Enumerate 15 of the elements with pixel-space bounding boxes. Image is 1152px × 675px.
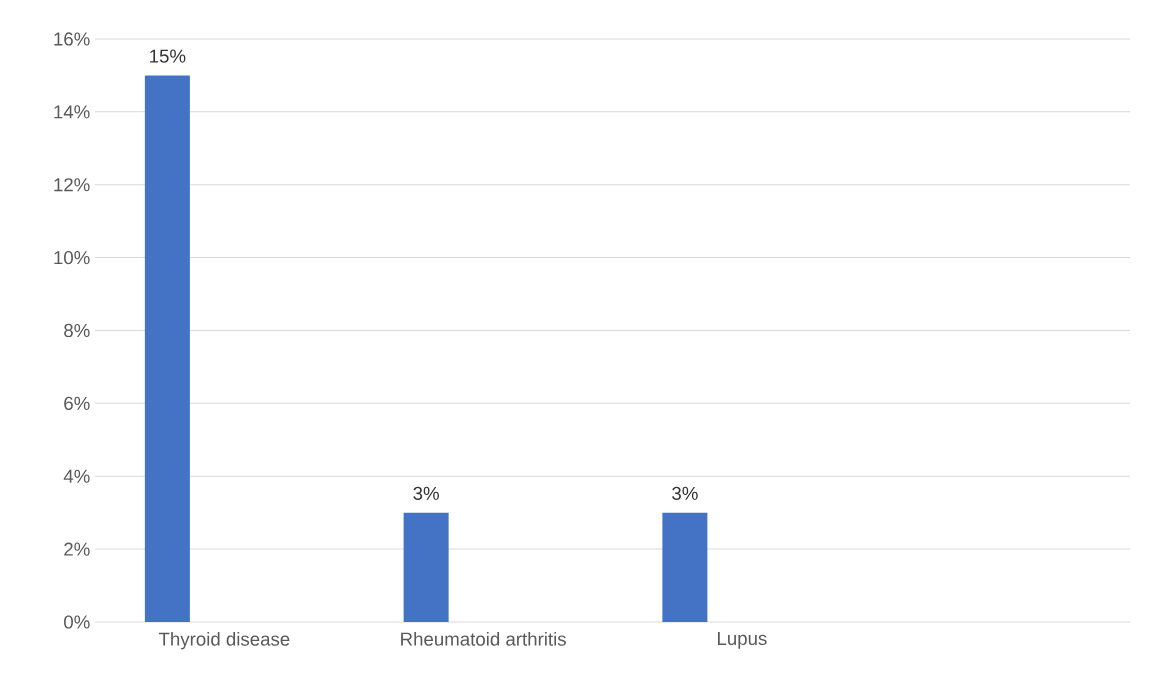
data-label: 3% bbox=[672, 486, 698, 500]
x-tick-label: Lupus bbox=[717, 632, 767, 649]
y-tick-label: 14% bbox=[54, 105, 90, 119]
y-tick-label: 16% bbox=[54, 32, 90, 46]
y-tick-label: 6% bbox=[64, 396, 90, 410]
y-tick-label: 2% bbox=[64, 542, 90, 556]
y-tick-label: 0% bbox=[64, 615, 90, 629]
y-tick-label: 12% bbox=[54, 178, 90, 192]
data-label: 3% bbox=[413, 486, 439, 500]
y-tick-label: 4% bbox=[63, 469, 90, 483]
data-label: 15% bbox=[150, 49, 186, 63]
y-tick-label: 10% bbox=[54, 251, 90, 265]
y-tick-label: 8% bbox=[64, 323, 90, 338]
x-tick-label: Rheumatoid arthritis bbox=[401, 632, 566, 646]
x-tick-label: Thyroid disease bbox=[158, 632, 290, 650]
